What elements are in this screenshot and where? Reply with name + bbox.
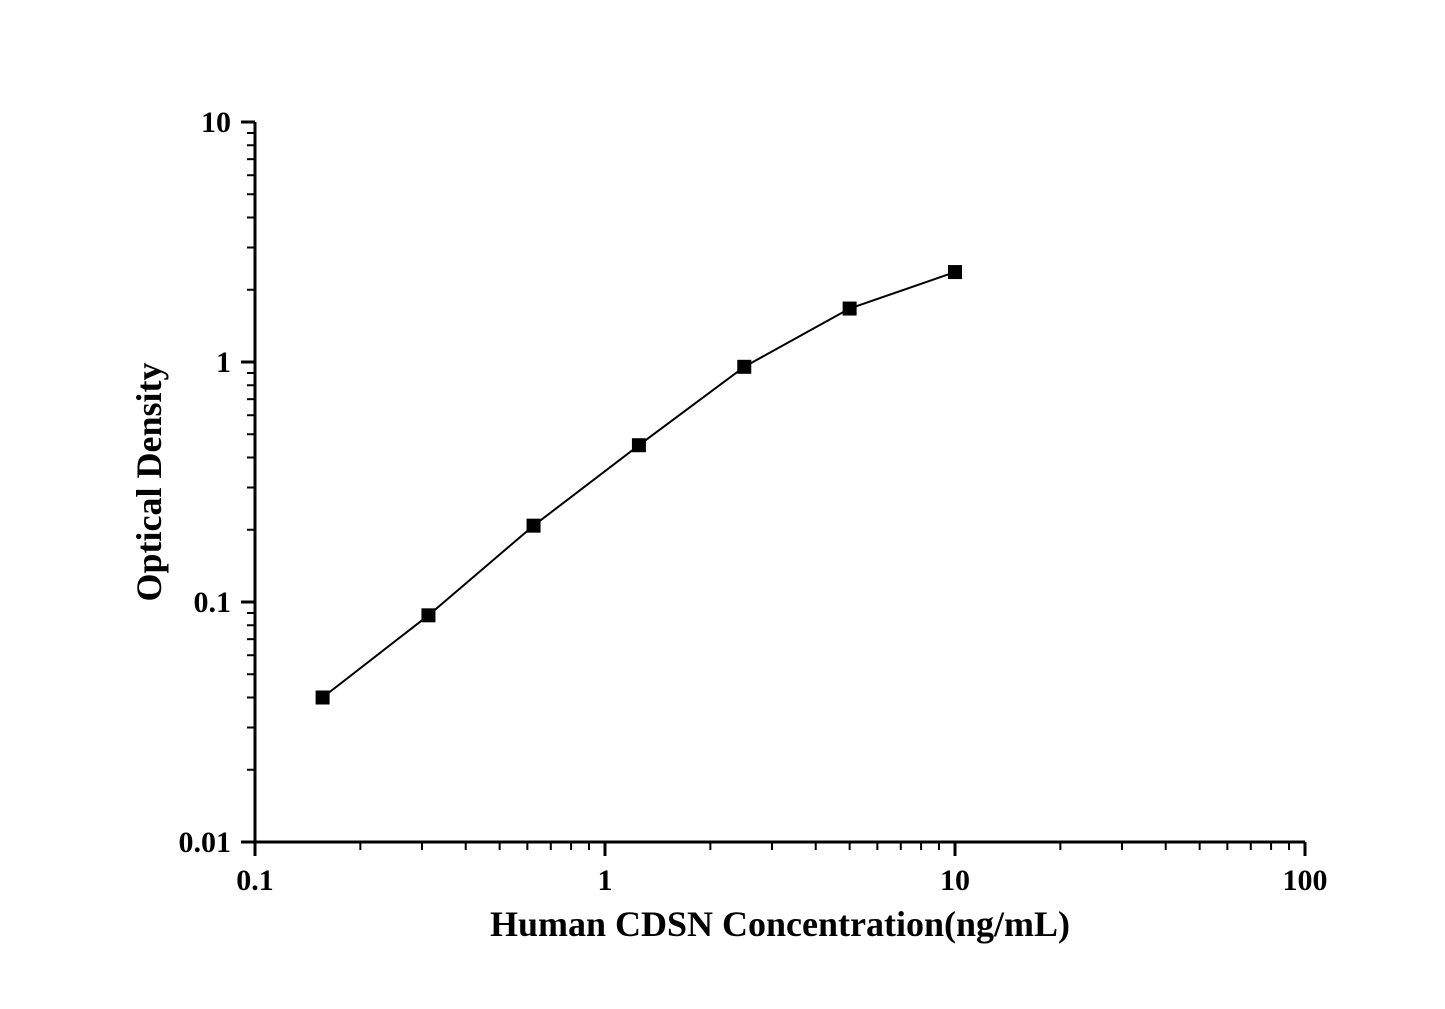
y-tick-label: 10 <box>201 106 231 139</box>
x-tick-label: 0.1 <box>236 864 274 897</box>
x-tick-label: 1 <box>598 864 613 897</box>
y-tick-label: 0.1 <box>194 586 232 619</box>
y-tick-label: 0.01 <box>179 826 232 859</box>
y-axis-label: Optical Density <box>129 363 169 602</box>
x-tick-label: 100 <box>1283 864 1328 897</box>
data-marker <box>632 438 646 452</box>
data-marker <box>948 265 962 279</box>
data-marker <box>527 519 541 533</box>
chart-container: 0.11101000.010.1110Human CDSN Concentrat… <box>0 0 1445 1009</box>
x-tick-label: 10 <box>940 864 970 897</box>
data-marker <box>316 691 330 705</box>
y-tick-label: 1 <box>216 346 231 379</box>
standard-curve-chart: 0.11101000.010.1110Human CDSN Concentrat… <box>0 0 1445 1009</box>
data-marker <box>737 360 751 374</box>
data-marker <box>843 302 857 316</box>
x-axis-label: Human CDSN Concentration(ng/mL) <box>490 904 1070 944</box>
data-marker <box>421 608 435 622</box>
